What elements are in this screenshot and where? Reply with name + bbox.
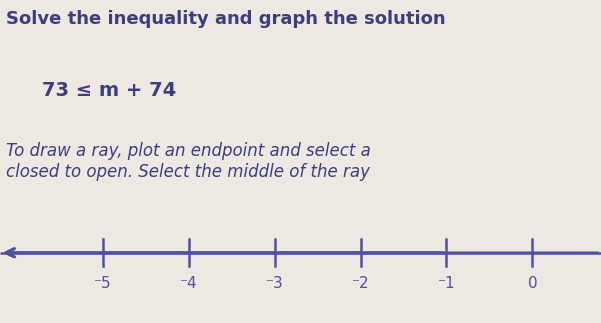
Text: Solve the inequality and graph the solution: Solve the inequality and graph the solut… (6, 10, 445, 28)
Text: ⁻4: ⁻4 (180, 276, 198, 291)
Text: ⁻1: ⁻1 (438, 276, 456, 291)
Text: ⁻5: ⁻5 (94, 276, 112, 291)
Text: 0: 0 (528, 276, 537, 291)
Text: ⁻3: ⁻3 (266, 276, 284, 291)
Text: To draw a ray, plot an endpoint and select a
closed to open. Select the middle o: To draw a ray, plot an endpoint and sele… (6, 142, 371, 181)
Text: 73 ≤ m + 74: 73 ≤ m + 74 (42, 81, 176, 100)
Text: ⁻2: ⁻2 (352, 276, 370, 291)
